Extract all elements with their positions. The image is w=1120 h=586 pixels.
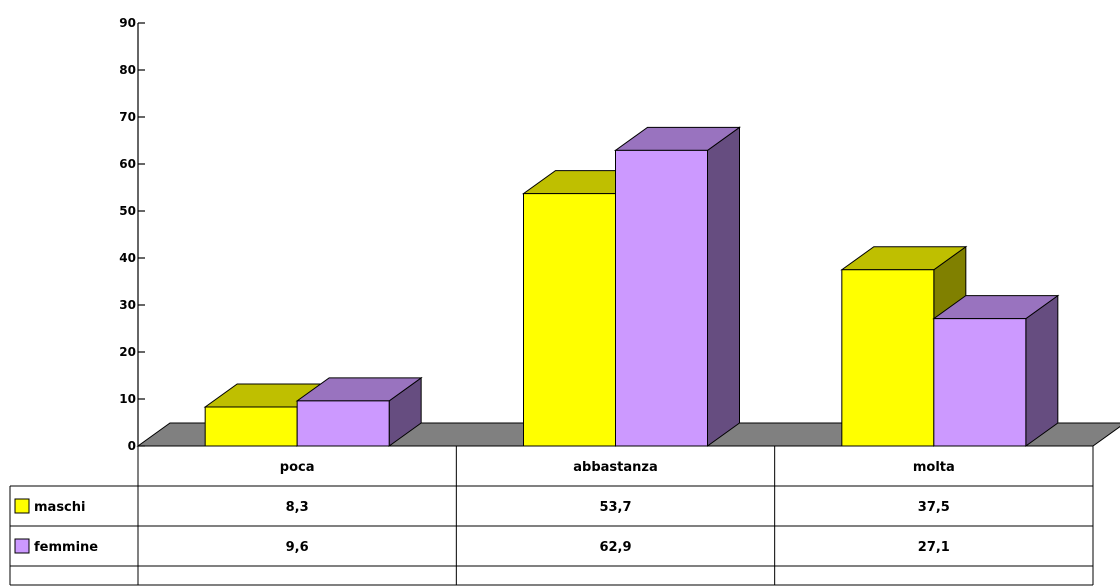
bar-femmine-molta <box>932 294 1060 447</box>
bar-maschi-molta-front <box>841 269 935 447</box>
category-label-poca: poca <box>280 460 315 475</box>
y-tick-label-80: 80 <box>119 63 136 77</box>
value-label-maschi-poca: 8,3 <box>286 500 309 515</box>
bar-femmine-poca <box>295 376 423 447</box>
y-tick-label-30: 30 <box>119 298 136 312</box>
y-tick-label-40: 40 <box>119 251 136 265</box>
bar-femmine-poca-front <box>296 400 390 447</box>
value-label-femmine-abbastanza: 62,9 <box>599 540 631 555</box>
value-label-maschi-molta: 37,5 <box>918 500 950 515</box>
bar-femmine-abbastanza <box>613 126 742 447</box>
legend-label-maschi: maschi <box>34 500 85 515</box>
value-label-femmine-poca: 9,6 <box>286 540 309 555</box>
bar-maschi-poca-front <box>204 406 298 447</box>
category-label-molta: molta <box>913 460 955 475</box>
y-tick-label-50: 50 <box>119 204 136 218</box>
y-tick-label-60: 60 <box>119 157 136 171</box>
bar-femmine-molta-front <box>933 318 1027 447</box>
legend-label-femmine: femmine <box>34 540 98 555</box>
legend-key-femmine <box>14 538 30 554</box>
y-tick-label-20: 20 <box>119 345 136 359</box>
y-tick-label-10: 10 <box>119 392 136 406</box>
bar-maschi-abbastanza-front <box>523 193 616 447</box>
bar-femmine-abbastanza-side <box>707 126 740 447</box>
y-tick-label-0: 0 <box>128 439 136 453</box>
bar-femmine-molta-side <box>1025 294 1059 447</box>
category-label-abbastanza: abbastanza <box>573 460 657 475</box>
value-label-maschi-abbastanza: 53,7 <box>599 500 631 515</box>
y-tick-label-70: 70 <box>119 110 136 124</box>
legend-key-maschi <box>14 498 30 514</box>
value-label-femmine-molta: 27,1 <box>918 540 950 555</box>
bar-femmine-abbastanza-front <box>615 149 708 447</box>
y-tick-label-90: 90 <box>119 16 136 30</box>
